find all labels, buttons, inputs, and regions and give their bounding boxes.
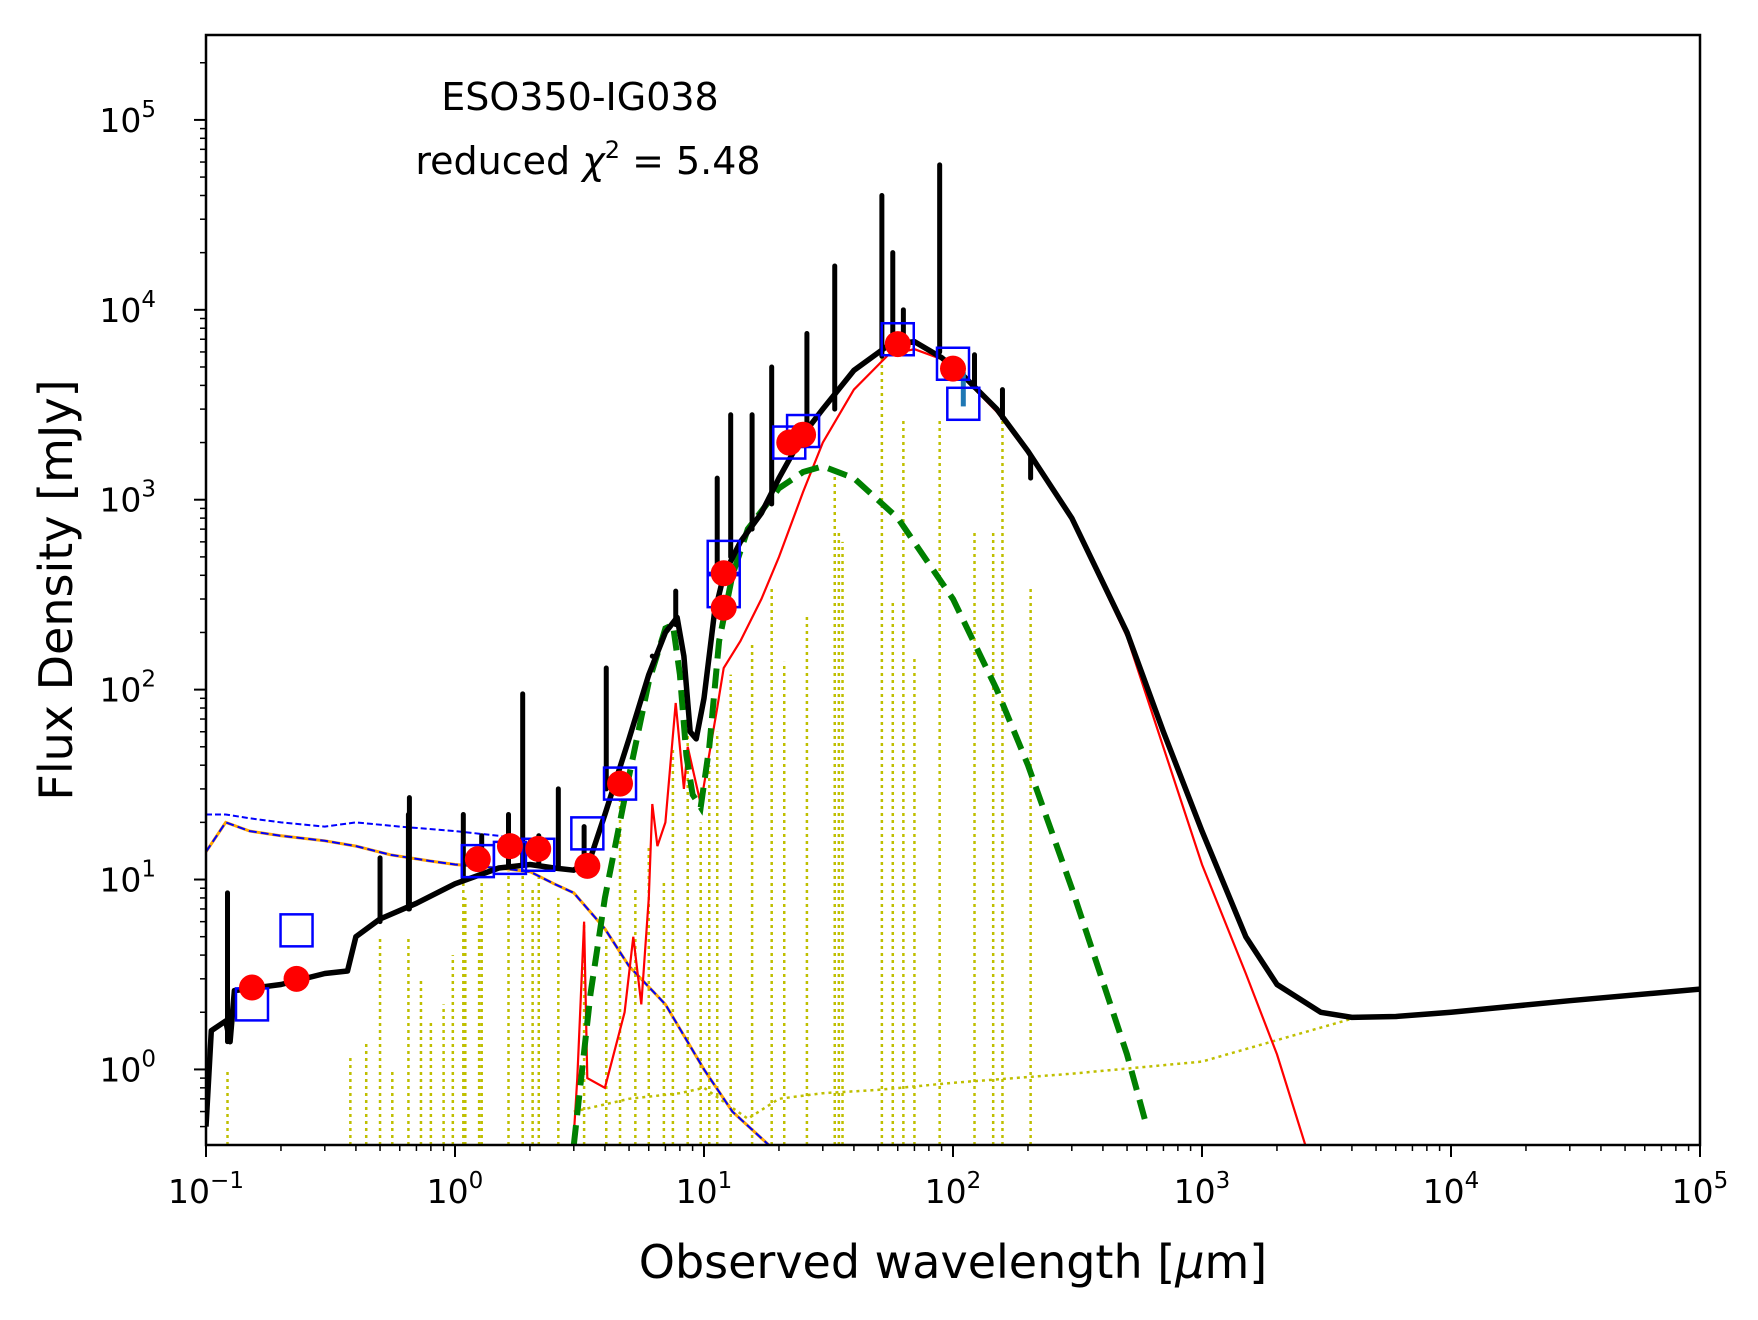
- y-tick-base: 10: [99, 671, 141, 710]
- y-tick-exponent: 0: [141, 1046, 156, 1072]
- nebular-continuum-line: [573, 1017, 1353, 1121]
- x-tick-label: 100: [427, 1168, 484, 1211]
- chi-prefix: reduced: [415, 139, 582, 183]
- y-tick-label: 100: [99, 1046, 156, 1089]
- x-tick-base: 10: [427, 1172, 469, 1211]
- plot-area: [206, 162, 1700, 1145]
- y-tick-label: 103: [99, 477, 156, 520]
- x-tick-label: 105: [1672, 1168, 1729, 1211]
- observed-flux-marker: [790, 421, 817, 448]
- model-flux-marker: [602, 766, 638, 801]
- observed-flux-marker: [464, 846, 491, 873]
- y-tick-base: 10: [99, 291, 141, 330]
- y-tick-base: 10: [99, 1050, 141, 1089]
- observed-flux-marker: [940, 355, 966, 382]
- x-tick-label: 104: [1423, 1168, 1480, 1211]
- x-tick-exponent: −1: [210, 1168, 244, 1194]
- y-tick-exponent: 1: [141, 857, 156, 883]
- x-tick-label: 10−1: [168, 1168, 244, 1211]
- x-tick-label: 101: [676, 1168, 733, 1211]
- y-tick-label: 105: [99, 97, 156, 140]
- y-tick-label: 102: [99, 667, 156, 710]
- annotation-object-name: ESO350-IG038: [441, 75, 718, 119]
- x-tick-base: 10: [925, 1172, 967, 1211]
- observed-flux-marker: [574, 852, 601, 879]
- x-tick-exponent: 3: [1216, 1168, 1231, 1194]
- x-axis-label: Observed wavelength [μm]: [639, 1235, 1268, 1289]
- flux-markers-layer: [234, 321, 981, 1022]
- model-flux-marker: [279, 913, 314, 948]
- total-model-line: [206, 338, 1700, 1127]
- x-tick-exponent: 1: [718, 1168, 733, 1194]
- total-layer: [206, 162, 1700, 1127]
- x-tick-label: 102: [925, 1168, 982, 1211]
- x-tick-base: 10: [1174, 1172, 1216, 1211]
- y-tick-base: 10: [99, 861, 141, 900]
- observed-flux-marker: [238, 974, 265, 1001]
- observed-flux-marker: [710, 594, 737, 621]
- stellar-unattenuated-line: [206, 813, 531, 842]
- model-flux-marker: [570, 816, 605, 851]
- x-tick-base: 10: [1423, 1172, 1465, 1211]
- observed-flux-marker: [496, 833, 523, 860]
- x-label-suffix: m]: [1204, 1235, 1267, 1289]
- observed-flux-marker: [525, 835, 552, 862]
- y-tick-exponent: 2: [141, 667, 156, 693]
- y-tick-base: 10: [99, 101, 141, 140]
- chi-symbol: χ: [580, 139, 606, 183]
- x-tick-base: 10: [676, 1172, 718, 1211]
- x-label-mu: μ: [1174, 1235, 1204, 1289]
- y-tick-label: 104: [99, 287, 156, 330]
- observed-flux-marker: [283, 965, 310, 992]
- observed-flux-marker: [710, 560, 737, 587]
- chi-suffix: = 5.48: [620, 139, 761, 183]
- chi-power: 2: [605, 136, 620, 164]
- x-label-prefix: Observed wavelength [: [639, 1235, 1175, 1289]
- x-tick-exponent: 2: [967, 1168, 982, 1194]
- y-tick-exponent: 3: [141, 477, 156, 503]
- y-axis-label: Flux Density [mJy]: [29, 379, 83, 800]
- x-tick-exponent: 0: [469, 1168, 484, 1194]
- y-tick-exponent: 5: [141, 97, 156, 123]
- x-tick-base: 10: [1672, 1172, 1714, 1211]
- y-tick-exponent: 4: [141, 287, 156, 313]
- observed-flux-marker: [884, 331, 911, 358]
- annotation-reduced-chi2: reduced χ2 = 5.48: [415, 136, 760, 183]
- observed-flux-marker: [607, 770, 634, 797]
- x-tick-label: 103: [1174, 1168, 1231, 1211]
- y-tick-label: 101: [99, 857, 156, 900]
- x-tick-exponent: 4: [1465, 1168, 1480, 1194]
- x-tick-exponent: 5: [1714, 1168, 1729, 1194]
- x-tick-base: 10: [168, 1172, 210, 1211]
- model-flux-marker: [946, 386, 981, 422]
- y-tick-base: 10: [99, 481, 141, 520]
